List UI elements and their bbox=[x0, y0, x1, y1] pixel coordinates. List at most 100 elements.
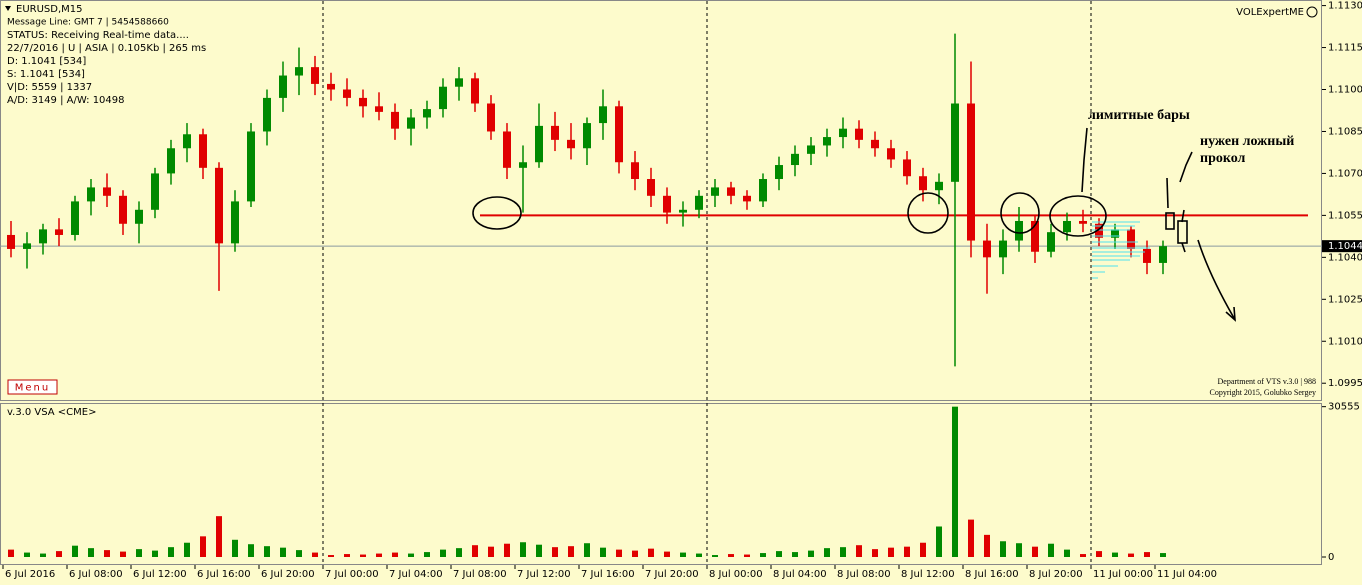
candle-body bbox=[1143, 248, 1151, 263]
candle-body bbox=[1063, 220, 1071, 233]
volume-bar bbox=[280, 547, 286, 557]
volume-bar bbox=[552, 547, 558, 557]
x-tick-label: 8 Jul 16:00 bbox=[965, 569, 1019, 580]
volume-bar bbox=[8, 549, 14, 557]
volume-bar bbox=[344, 554, 350, 557]
y-tick-label: 1.1085 bbox=[1328, 126, 1362, 137]
volume-bar bbox=[1112, 552, 1118, 557]
expert-icon[interactable] bbox=[1306, 6, 1318, 18]
volume-bar bbox=[824, 548, 830, 557]
candle-body bbox=[1047, 232, 1055, 252]
candle-body bbox=[455, 78, 463, 87]
volume-bar bbox=[440, 549, 446, 557]
x-tick-label: 8 Jul 12:00 bbox=[901, 569, 955, 580]
x-tick-label: 7 Jul 04:00 bbox=[389, 569, 443, 580]
candle-body bbox=[375, 106, 383, 112]
volume-bar bbox=[1064, 549, 1070, 557]
candle-body bbox=[807, 145, 815, 154]
y-tick-label: 1.1055 bbox=[1328, 210, 1362, 221]
candle-body bbox=[823, 137, 831, 146]
candle-body bbox=[247, 131, 255, 202]
candle-body bbox=[87, 187, 95, 202]
candle-body bbox=[439, 86, 447, 110]
info-line: STATUS: Receiving Real-time data.... bbox=[7, 30, 189, 41]
volume-bar bbox=[808, 550, 814, 557]
volume-bar bbox=[984, 534, 990, 557]
x-tick-label: 7 Jul 16:00 bbox=[581, 569, 635, 580]
volume-bar bbox=[1096, 551, 1102, 557]
candle-body bbox=[1111, 229, 1119, 238]
candle-body bbox=[327, 83, 335, 90]
candle-body bbox=[951, 103, 959, 182]
volume-bar bbox=[1048, 543, 1054, 557]
volume-bar bbox=[216, 516, 222, 557]
y-tick-label: 1.1115 bbox=[1328, 43, 1362, 54]
candle-body bbox=[119, 195, 127, 224]
volume-bar bbox=[168, 547, 174, 557]
candle-body bbox=[263, 97, 271, 132]
volume-bar bbox=[424, 552, 430, 557]
y-tick-label: 1.0995 bbox=[1328, 378, 1362, 389]
x-tick-label: 8 Jul 20:00 bbox=[1029, 569, 1083, 580]
annotation-text: прокол bbox=[1200, 151, 1246, 166]
volume-bar bbox=[728, 554, 734, 557]
volume-bar bbox=[744, 554, 750, 557]
volume-bar bbox=[56, 551, 62, 557]
candle-body bbox=[279, 75, 287, 98]
candle-body bbox=[215, 167, 223, 244]
volume-bar bbox=[968, 519, 974, 557]
info-line: D: 1.1041 [534] bbox=[7, 56, 86, 67]
candle-body bbox=[759, 179, 767, 202]
x-tick-label: 6 Jul 12:00 bbox=[133, 569, 187, 580]
x-tick-label: 7 Jul 20:00 bbox=[645, 569, 699, 580]
volume-bar bbox=[312, 552, 318, 557]
candle-body bbox=[631, 162, 639, 180]
candle-body bbox=[183, 134, 191, 149]
candle-body bbox=[727, 187, 735, 196]
volume-bar bbox=[1000, 541, 1006, 557]
volume-bar bbox=[24, 552, 30, 557]
candle-body bbox=[567, 139, 575, 149]
candle-body bbox=[1079, 220, 1087, 224]
x-tick-label: 11 Jul 04:00 bbox=[1157, 569, 1217, 580]
candle-body bbox=[23, 243, 31, 249]
volume-bar bbox=[328, 555, 334, 557]
volume-bar bbox=[1080, 554, 1086, 557]
menu-label[interactable]: Menu bbox=[15, 383, 50, 394]
candle-body bbox=[743, 195, 751, 202]
volume-bar bbox=[472, 545, 478, 557]
last-price-box bbox=[1322, 240, 1362, 253]
annotation-text: лимитные бары bbox=[1088, 108, 1190, 123]
candle-body bbox=[199, 134, 207, 168]
menu-button[interactable] bbox=[7, 379, 58, 395]
info-line: S: 1.1041 [534] bbox=[7, 69, 85, 80]
volume-bar bbox=[712, 555, 718, 557]
info-line: V|D: 5559 | 1337 bbox=[7, 82, 92, 93]
candle-body bbox=[999, 240, 1007, 258]
volume-bar bbox=[600, 547, 606, 557]
volume-bar bbox=[200, 536, 206, 557]
annotations bbox=[472, 127, 1236, 322]
candle-body bbox=[1031, 220, 1039, 252]
candle-body bbox=[407, 117, 415, 129]
volume-bar bbox=[88, 548, 94, 557]
expert-name: VOLExpertME bbox=[1236, 7, 1304, 18]
candle-body bbox=[343, 89, 351, 98]
volume-bar bbox=[40, 553, 46, 557]
candle-body bbox=[887, 148, 895, 160]
volume-bar bbox=[632, 550, 638, 557]
volume-bar bbox=[1128, 553, 1134, 557]
candle-body bbox=[167, 148, 175, 174]
candle-body bbox=[1159, 246, 1167, 263]
candle-body bbox=[663, 195, 671, 213]
candle-body bbox=[1015, 220, 1023, 241]
volume-bar bbox=[504, 543, 510, 557]
dropdown-icon[interactable] bbox=[5, 6, 11, 11]
candle-body bbox=[55, 229, 63, 235]
info-line: A/D: 3149 | A/W: 10498 bbox=[7, 95, 125, 106]
volume-bar bbox=[104, 550, 110, 557]
volume-bar bbox=[680, 552, 686, 557]
x-tick-label: 6 Jul 2016 bbox=[5, 569, 55, 580]
x-tick-label: 6 Jul 08:00 bbox=[69, 569, 123, 580]
